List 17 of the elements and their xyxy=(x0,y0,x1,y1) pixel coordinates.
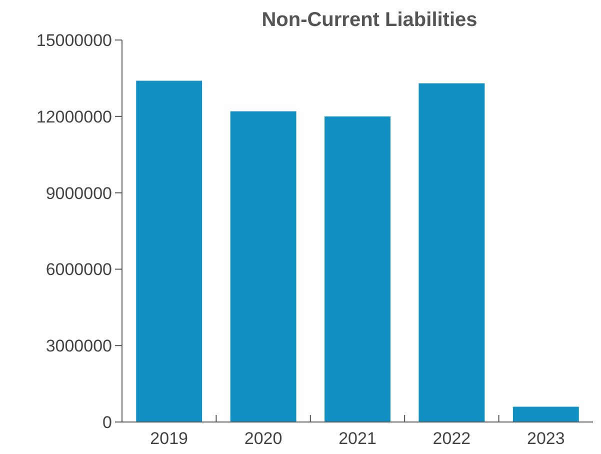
bar xyxy=(418,83,485,422)
y-tick-label: 3000000 xyxy=(46,336,112,356)
x-tick-label: 2020 xyxy=(244,429,282,448)
chart-title: Non-Current Liabilities xyxy=(262,9,478,31)
bar xyxy=(512,406,579,422)
x-tick-label: 2022 xyxy=(432,429,471,448)
bar xyxy=(136,80,202,422)
bar xyxy=(324,116,390,422)
x-tick-label: 2023 xyxy=(526,429,565,448)
y-tick-label: 12000000 xyxy=(36,107,112,126)
x-tick-label: 2019 xyxy=(150,429,188,448)
y-tick-label: 9000000 xyxy=(46,184,112,203)
y-tick-label: 15000000 xyxy=(36,30,112,50)
x-tick-label: 2021 xyxy=(338,429,376,448)
y-tick-label: 6000000 xyxy=(46,260,112,280)
bar xyxy=(230,111,296,422)
y-tick-label: 0 xyxy=(102,412,112,432)
